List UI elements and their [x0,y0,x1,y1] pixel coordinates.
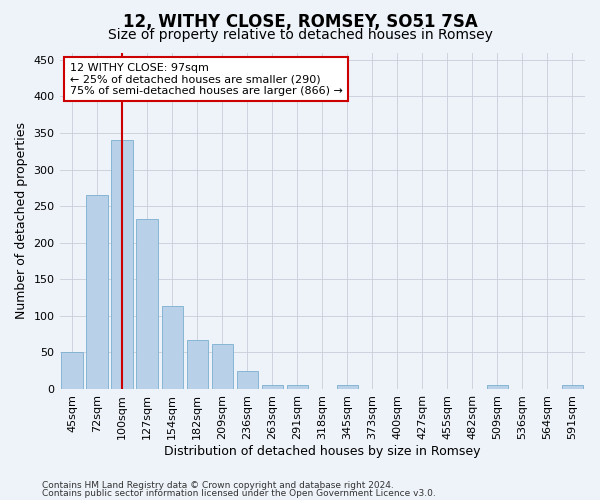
Text: 12, WITHY CLOSE, ROMSEY, SO51 7SA: 12, WITHY CLOSE, ROMSEY, SO51 7SA [122,12,478,30]
Bar [136,220,158,389]
Text: Contains HM Land Registry data © Crown copyright and database right 2024.: Contains HM Land Registry data © Crown c… [42,481,394,490]
Bar [236,372,258,389]
Bar [112,140,133,389]
Bar [262,384,283,389]
X-axis label: Distribution of detached houses by size in Romsey: Distribution of detached houses by size … [164,444,481,458]
Bar [86,195,108,389]
Y-axis label: Number of detached properties: Number of detached properties [15,122,28,319]
Bar [161,306,183,389]
Bar [187,340,208,389]
Bar [562,386,583,389]
Bar [487,386,508,389]
Bar [337,386,358,389]
Bar [287,386,308,389]
Text: Size of property relative to detached houses in Romsey: Size of property relative to detached ho… [107,28,493,42]
Text: Contains public sector information licensed under the Open Government Licence v3: Contains public sector information licen… [42,488,436,498]
Bar [212,344,233,389]
Bar [61,352,83,389]
Text: 12 WITHY CLOSE: 97sqm
← 25% of detached houses are smaller (290)
75% of semi-det: 12 WITHY CLOSE: 97sqm ← 25% of detached … [70,62,343,96]
